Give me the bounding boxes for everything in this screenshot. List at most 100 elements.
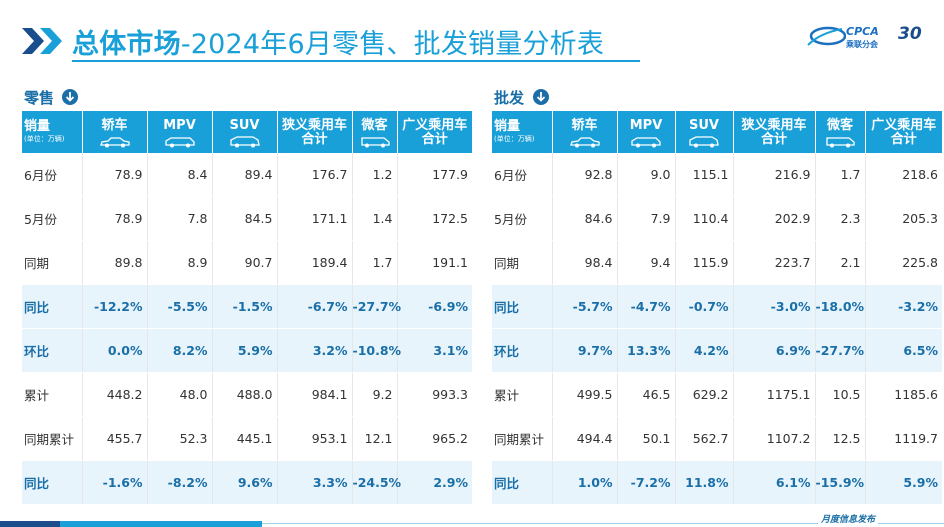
arrow-down-circle-icon bbox=[62, 89, 78, 105]
table-cell: 6.9% bbox=[733, 328, 816, 373]
table-cell: 494.4 bbox=[552, 416, 618, 461]
page-header: 总体市场-2024年6月零售、批发销量分析表 CPCA 乘联分会 30 bbox=[0, 0, 944, 70]
row-label: 5月份 bbox=[492, 196, 553, 241]
table-cell: 78.9 bbox=[82, 196, 148, 241]
logo-subtext: 乘联分会 bbox=[846, 40, 878, 49]
table-cell: 98.4 bbox=[552, 240, 618, 285]
row-label: 同比 bbox=[22, 460, 83, 505]
table-cell: 2.1 bbox=[815, 240, 866, 285]
column-header-label: 轿车 bbox=[101, 118, 128, 133]
table-cell: -1.6% bbox=[82, 460, 148, 505]
row-label: 同比 bbox=[492, 460, 553, 505]
table-cell: -27.7% bbox=[352, 284, 401, 329]
anniversary-logo: 30 bbox=[898, 24, 922, 44]
table-cell: 9.2 bbox=[352, 372, 398, 417]
table-cell: 9.7% bbox=[552, 328, 618, 373]
table-cell: 216.9 bbox=[733, 153, 816, 197]
column-header-label: 广义乘用车 bbox=[871, 118, 937, 133]
suv-icon bbox=[229, 136, 260, 148]
table-cell: 92.8 bbox=[552, 153, 618, 197]
table-cell: 6.1% bbox=[733, 460, 816, 505]
table-cell: 2.9% bbox=[397, 460, 472, 505]
footer-text: 月度信息发布 bbox=[818, 512, 879, 525]
table-cell: 6.5% bbox=[865, 328, 942, 373]
mpv-icon bbox=[164, 137, 195, 148]
page-title: 总体市场-2024年6月零售、批发销量分析表 bbox=[72, 22, 604, 61]
column-header-sublabel: 合计 bbox=[890, 132, 917, 147]
table-cell: 8.4 bbox=[147, 153, 213, 197]
table-cell: 110.4 bbox=[675, 196, 734, 241]
table-cell: 223.7 bbox=[733, 240, 816, 285]
table-row: 同期累计 455.7 52.3 445.1 953.1 12.1 965.2 bbox=[22, 416, 472, 461]
table-cell: 488.0 bbox=[212, 372, 278, 417]
sedan-icon bbox=[569, 137, 600, 148]
table-cell: 3.3% bbox=[277, 460, 353, 505]
table-row: 5月份 78.9 7.8 84.5 171.1 1.4 172.5 bbox=[22, 196, 472, 241]
table-cell: -8.2% bbox=[147, 460, 213, 505]
table-cell: 3.2% bbox=[277, 328, 353, 373]
column-header: 轿车 bbox=[552, 111, 618, 153]
page-title-rest: -2024年6月零售、批发销量分析表 bbox=[180, 29, 605, 60]
retail-section-label: 零售 bbox=[24, 89, 55, 107]
logo-text: CPCA bbox=[846, 25, 879, 38]
table-cell: 225.8 bbox=[865, 240, 942, 285]
table-row: 同比 -12.2% -5.5% -1.5% -6.7% -27.7% -6.9% bbox=[22, 284, 472, 329]
table-row: 环比 9.7% 13.3% 4.2% 6.9% -27.7% 6.5% bbox=[492, 328, 942, 373]
table-cell: 1107.2 bbox=[733, 416, 816, 461]
suv-icon bbox=[689, 136, 719, 148]
retail-table: 销量 (单位：万辆) 轿车 MPV SUV 狭义乘用车 合计 微客 广义乘用车 合计 6月份 78.… bbox=[22, 111, 472, 505]
table-cell: 562.7 bbox=[675, 416, 734, 461]
table-cell: -3.2% bbox=[865, 284, 942, 329]
table-cell: -10.8% bbox=[352, 328, 401, 373]
column-header-label: 微客 bbox=[826, 118, 853, 133]
table-cell: 9.0 bbox=[617, 153, 676, 197]
cpca-logo-icon bbox=[807, 26, 846, 46]
row-label: 同期累计 bbox=[22, 416, 83, 461]
column-header-first: 销量 (单位：万辆) bbox=[22, 111, 83, 153]
table-cell: -6.7% bbox=[277, 284, 353, 329]
table-cell: 993.3 bbox=[397, 372, 472, 417]
table-cell: 48.0 bbox=[147, 372, 213, 417]
table-cell: 8.9 bbox=[147, 240, 213, 285]
table-cell: 89.4 bbox=[212, 153, 278, 197]
table-cell: 46.5 bbox=[617, 372, 676, 417]
mpv-icon bbox=[631, 137, 661, 148]
table-cell: -27.7% bbox=[815, 328, 866, 373]
row-label: 同期 bbox=[22, 240, 83, 285]
table-cell: 984.1 bbox=[277, 372, 353, 417]
table-cell: 1119.7 bbox=[865, 416, 942, 461]
wholesale-section-label: 批发 bbox=[494, 89, 525, 107]
table-cell: 2.3 bbox=[815, 196, 866, 241]
minivan-icon bbox=[360, 137, 390, 148]
row-label: 5月份 bbox=[22, 196, 83, 241]
column-header-label: 狭义乘用车 bbox=[281, 118, 347, 133]
column-header-sublabel: 合计 bbox=[301, 132, 328, 147]
wholesale-table: 销量 (单位：万辆) 轿车 MPV SUV 狭义乘用车 合计 微客 广义乘用车 合计 6月份 92.… bbox=[492, 111, 942, 505]
column-header-label: SUV bbox=[229, 118, 260, 133]
column-header-sublabel: 合计 bbox=[421, 132, 448, 147]
table-cell: 191.1 bbox=[397, 240, 472, 285]
table-cell: 84.6 bbox=[552, 196, 618, 241]
table-cell: 12.5 bbox=[815, 416, 866, 461]
column-header: 狭义乘用车 合计 bbox=[277, 111, 353, 153]
minivan-icon bbox=[826, 137, 855, 148]
column-header-label: 微客 bbox=[361, 118, 388, 133]
table-cell: 115.9 bbox=[675, 240, 734, 285]
table-header-row: 销量 (单位：万辆) 轿车 MPV SUV 狭义乘用车 合计 微客 广义乘用车 合计 bbox=[492, 111, 942, 153]
table-cell: -5.5% bbox=[147, 284, 213, 329]
table-cell: 78.9 bbox=[82, 153, 148, 197]
table-cell: -4.7% bbox=[617, 284, 676, 329]
table-cell: 4.2% bbox=[675, 328, 734, 373]
table-cell: 5.9% bbox=[212, 328, 278, 373]
table-row: 累计 448.2 48.0 488.0 984.1 9.2 993.3 bbox=[22, 372, 472, 417]
table-cell: 10.5 bbox=[815, 372, 866, 417]
row-label: 6月份 bbox=[492, 153, 553, 197]
table-cell: 9.4 bbox=[617, 240, 676, 285]
column-header: 微客 bbox=[352, 111, 398, 153]
table-cell: 189.4 bbox=[277, 240, 353, 285]
table-cell: 8.2% bbox=[147, 328, 213, 373]
table-cell: 965.2 bbox=[397, 416, 472, 461]
column-header: SUV bbox=[675, 111, 734, 153]
table-cell: -1.5% bbox=[212, 284, 278, 329]
row-label: 累计 bbox=[22, 372, 83, 417]
